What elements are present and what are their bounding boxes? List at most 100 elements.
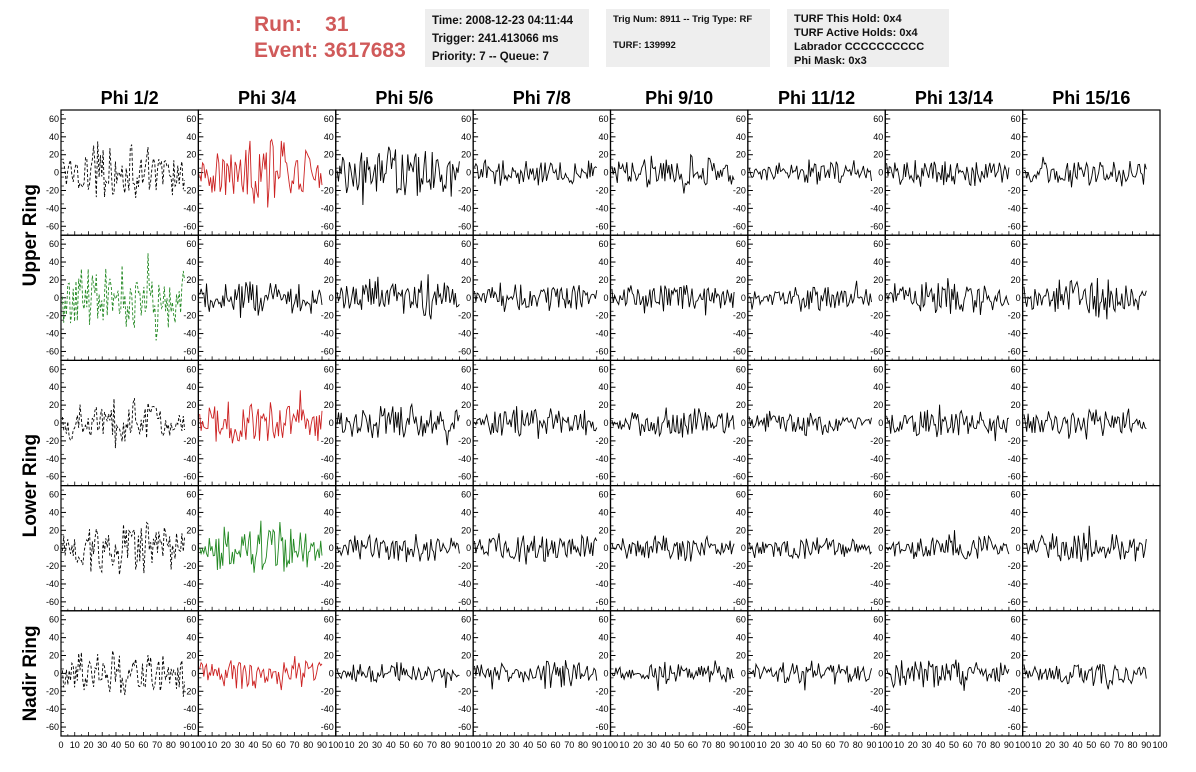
- waveform-trace: [611, 534, 735, 562]
- y-tick-label: -20: [46, 686, 59, 696]
- panel-frame: [1022, 109, 1161, 236]
- x-tick-label: 60: [276, 740, 286, 750]
- x-tick-label: 70: [702, 740, 712, 750]
- x-tick-label: 60: [825, 740, 835, 750]
- y-tick-label: 0: [329, 293, 334, 303]
- y-tick-label: 40: [1011, 132, 1021, 142]
- y-tick-label: 60: [873, 364, 883, 374]
- y-tick-label: -60: [458, 346, 471, 356]
- y-tick-label: 20: [598, 150, 608, 160]
- x-tick-label: 90: [454, 740, 464, 750]
- y-tick-label: 60: [1011, 364, 1021, 374]
- y-tick-label: -20: [1008, 686, 1021, 696]
- y-tick-label: -60: [183, 597, 196, 607]
- x-tick-label: 40: [523, 740, 533, 750]
- y-tick-label: -60: [46, 597, 59, 607]
- y-tick-label: 20: [186, 525, 196, 535]
- y-tick-label: 40: [186, 633, 196, 643]
- y-tick-label: 60: [736, 114, 746, 124]
- y-tick-label: 40: [461, 257, 471, 267]
- y-tick-label: 40: [461, 507, 471, 517]
- y-tick-label: -40: [595, 579, 608, 589]
- waveform-trace: [199, 655, 323, 691]
- y-tick-label: 60: [736, 239, 746, 249]
- y-tick-label: 40: [736, 633, 746, 643]
- y-tick-label: -40: [733, 203, 746, 213]
- y-tick-label: -40: [183, 329, 196, 339]
- y-tick-label: -40: [321, 579, 334, 589]
- turf-hold-text: TURF This Hold: 0x4: [794, 13, 902, 25]
- y-tick-label: -20: [870, 436, 883, 446]
- x-tick-label: 80: [578, 740, 588, 750]
- y-tick-label: -60: [321, 722, 334, 732]
- y-tick-label: 0: [1016, 543, 1021, 553]
- y-tick-label: 60: [461, 490, 471, 500]
- y-tick-label: -40: [46, 454, 59, 464]
- waveform-trace: [62, 141, 186, 198]
- y-tick-label: -20: [458, 436, 471, 446]
- x-tick-label: 100: [328, 740, 343, 750]
- y-tick-label: -40: [595, 704, 608, 714]
- y-tick-label: 40: [324, 132, 334, 142]
- y-tick-label: -40: [733, 704, 746, 714]
- y-tick-label: -20: [870, 561, 883, 571]
- y-tick-label: 0: [1016, 668, 1021, 678]
- y-tick-label: -60: [46, 221, 59, 231]
- waveform-trace: [474, 406, 598, 439]
- y-tick-label: 20: [461, 525, 471, 535]
- y-tick-label: 0: [878, 668, 883, 678]
- y-tick-label: 20: [1011, 525, 1021, 535]
- y-tick-label: 20: [1011, 400, 1021, 410]
- y-tick-label: 60: [461, 615, 471, 625]
- y-tick-label: -60: [321, 597, 334, 607]
- x-tick-label: 80: [1128, 740, 1138, 750]
- panel-frame: [609, 359, 749, 487]
- trigger-text: Trigger: 241.413066 ms: [432, 33, 559, 45]
- turf-info-box: TURF This Hold: 0x4 TURF Active Holds: 0…: [787, 9, 949, 67]
- y-tick-label: -40: [1008, 454, 1021, 464]
- y-tick-label: -40: [321, 704, 334, 714]
- y-tick-label: 60: [49, 364, 59, 374]
- x-tick-label: 50: [262, 740, 272, 750]
- run-label: Run:: [254, 13, 302, 36]
- run-event-block: Run: 31 Event: 3617683: [254, 12, 406, 64]
- y-tick-label: -40: [321, 454, 334, 464]
- waveform-trace: [1023, 525, 1147, 563]
- y-tick-label: 0: [603, 668, 608, 678]
- y-tick-label: 40: [49, 633, 59, 643]
- y-tick-label: 20: [736, 400, 746, 410]
- x-tick-label: 30: [784, 740, 794, 750]
- y-tick-label: 20: [461, 651, 471, 661]
- waveform-trace: [886, 659, 1010, 691]
- x-tick-label: 20: [1045, 740, 1055, 750]
- x-tick-label: 60: [138, 740, 148, 750]
- y-tick-label: -40: [321, 329, 334, 339]
- y-tick-label: -20: [870, 686, 883, 696]
- run-line: Run: 31: [254, 12, 406, 38]
- y-tick-label: 20: [49, 525, 59, 535]
- y-tick-label: -40: [595, 454, 608, 464]
- x-tick-label: 30: [235, 740, 245, 750]
- y-tick-label: 0: [191, 668, 196, 678]
- y-tick-label: 0: [603, 293, 608, 303]
- y-tick-label: 20: [598, 275, 608, 285]
- y-tick-label: 40: [598, 633, 608, 643]
- y-tick-label: -40: [595, 203, 608, 213]
- y-tick-label: -60: [595, 472, 608, 482]
- column-header: Phi 15/16: [1052, 88, 1130, 108]
- y-tick-label: -20: [183, 185, 196, 195]
- waveform-trace: [61, 650, 186, 697]
- waveform-trace: [336, 662, 460, 688]
- y-tick-label: -40: [733, 454, 746, 464]
- x-tick-label: 30: [509, 740, 519, 750]
- y-tick-label: 0: [1016, 168, 1021, 178]
- y-tick-label: 60: [873, 615, 883, 625]
- y-tick-label: -20: [46, 436, 59, 446]
- y-tick-label: -60: [183, 472, 196, 482]
- x-tick-label: 60: [963, 740, 973, 750]
- y-tick-label: -60: [870, 722, 883, 732]
- y-tick-label: -60: [733, 221, 746, 231]
- y-tick-label: -60: [870, 597, 883, 607]
- y-tick-label: -20: [183, 436, 196, 446]
- y-tick-label: -60: [595, 722, 608, 732]
